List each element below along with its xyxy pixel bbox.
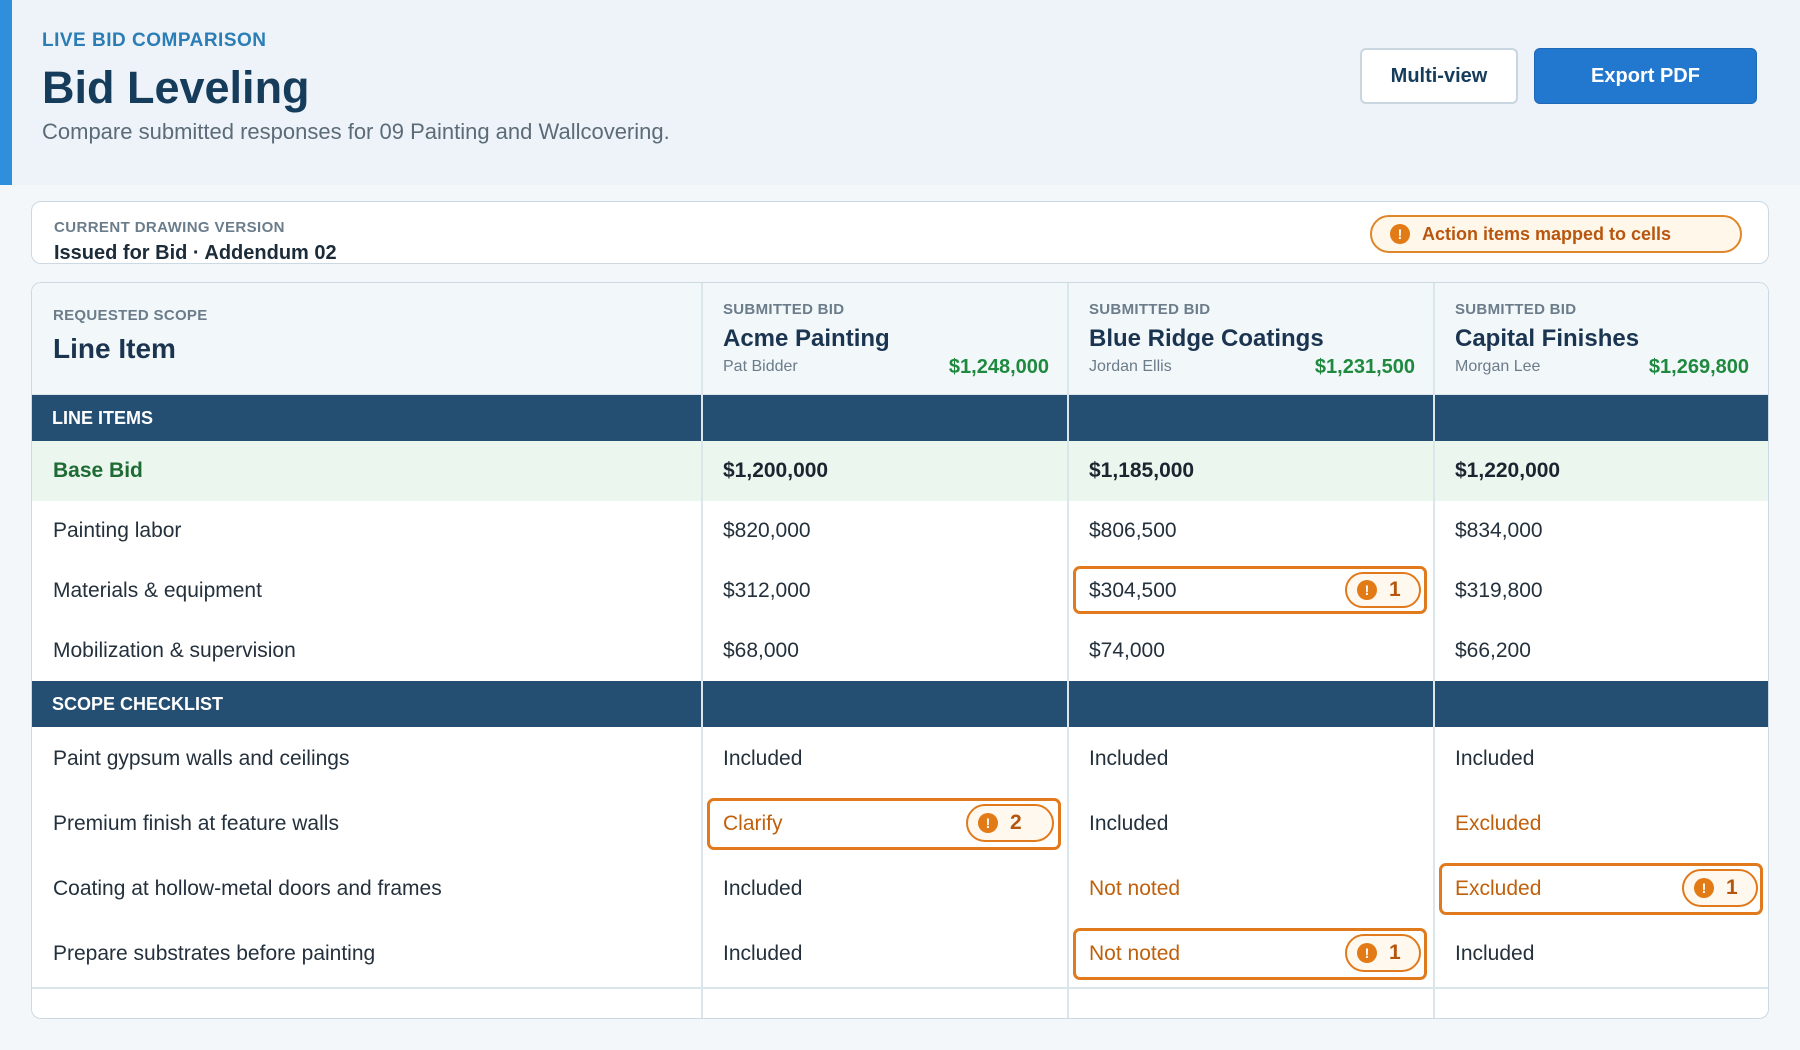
- column-divider: [1433, 283, 1435, 1018]
- cell-value: $1,220,000: [1455, 459, 1561, 482]
- export-pdf-button[interactable]: Export PDF: [1534, 48, 1757, 104]
- bidder-contact: Pat Bidder: [723, 358, 798, 375]
- cell-value: Not noted: [1089, 877, 1181, 900]
- table-row: Mobilization & supervision $68,000 $74,0…: [32, 621, 1768, 681]
- cell-value: Included: [723, 877, 803, 900]
- row-divider: [32, 987, 1768, 989]
- action-item-count-badge[interactable]: ! 1: [1345, 934, 1421, 972]
- flagged-cell[interactable]: [1073, 928, 1427, 980]
- warning-icon: !: [1357, 580, 1377, 600]
- multi-view-button[interactable]: Multi-view: [1360, 48, 1518, 104]
- cell-value: $1,200,000: [723, 459, 829, 482]
- cell-value: $304,500: [1089, 579, 1177, 602]
- cell-value: $68,000: [723, 639, 799, 662]
- row-label: Prepare substrates before painting: [53, 942, 376, 965]
- bidder-contact: Morgan Lee: [1455, 358, 1541, 375]
- row-label: Base Bid: [53, 459, 143, 482]
- warning-icon: !: [1694, 878, 1714, 898]
- action-item-count-badge[interactable]: ! 2: [966, 804, 1054, 842]
- bidder-contact: Jordan Ellis: [1089, 358, 1172, 375]
- cell-value: Not noted: [1089, 942, 1181, 965]
- row-label: Mobilization & supervision: [53, 639, 296, 662]
- action-items-label: Action items mapped to cells: [1422, 223, 1672, 244]
- warning-icon: !: [1390, 224, 1410, 244]
- cell-value: $66,200: [1455, 639, 1531, 662]
- row-label: Coating at hollow-metal doors and frames: [53, 877, 442, 900]
- cell-value: $806,500: [1089, 519, 1177, 542]
- bidder-eyebrow: SUBMITTED BID: [723, 301, 845, 318]
- page-title: Bid Leveling: [42, 62, 310, 113]
- cell-value: Excluded: [1455, 877, 1542, 900]
- cell-value: $834,000: [1455, 519, 1543, 542]
- scope-header-eyebrow: REQUESTED SCOPE: [53, 307, 208, 324]
- page-eyebrow: LIVE BID COMPARISON: [42, 30, 267, 51]
- flagged-cell[interactable]: [1439, 863, 1763, 915]
- table-row: Premium finish at feature walls Clarify …: [32, 792, 1768, 857]
- table-row: Paint gypsum walls and ceilings Included…: [32, 727, 1768, 792]
- table-row: Prepare substrates before painting Inclu…: [32, 922, 1768, 987]
- section-scope-checklist: SCOPE CHECKLIST: [32, 681, 1768, 727]
- cell-value: Clarify: [723, 812, 783, 835]
- bidder-total: $1,231,500: [1314, 356, 1415, 378]
- cell-value: $820,000: [723, 519, 811, 542]
- cell-value: Included: [1455, 942, 1535, 965]
- flagged-cell[interactable]: [707, 798, 1061, 850]
- cell-value: Included: [1089, 747, 1169, 770]
- action-item-count-badge[interactable]: ! 1: [1682, 869, 1758, 907]
- row-label: Painting labor: [53, 519, 182, 542]
- table-row: Painting labor $820,000 $806,500 $834,00…: [32, 501, 1768, 561]
- warning-icon: !: [1357, 943, 1377, 963]
- row-label: Materials & equipment: [53, 579, 262, 602]
- bidder-name: Blue Ridge Coatings: [1089, 325, 1324, 352]
- table-row-base-bid: Base Bid $1,200,000 $1,185,000 $1,220,00…: [32, 441, 1768, 501]
- table-header: REQUESTED SCOPE Line Item SUBMITTED BID …: [32, 283, 1768, 395]
- cell-value: Included: [723, 942, 803, 965]
- cell-value: $312,000: [723, 579, 811, 602]
- cell-value: $319,800: [1455, 579, 1543, 602]
- bidder-eyebrow: SUBMITTED BID: [1455, 301, 1577, 318]
- bidder-name: Acme Painting: [723, 325, 890, 352]
- drawing-version-value: Issued for Bid · Addendum 02: [54, 242, 337, 264]
- page-header: LIVE BID COMPARISON Bid Leveling Compare…: [0, 0, 1800, 185]
- drawing-version-card: CURRENT DRAWING VERSION Issued for Bid ·…: [31, 201, 1769, 264]
- action-items-badge[interactable]: ! Action items mapped to cells: [1370, 215, 1742, 253]
- bidder-total: $1,269,800: [1648, 356, 1749, 378]
- cell-value: Excluded: [1455, 812, 1542, 835]
- bid-leveling-table: REQUESTED SCOPE Line Item SUBMITTED BID …: [31, 282, 1769, 1019]
- action-item-count-badge[interactable]: ! 1: [1345, 572, 1421, 608]
- cell-value: $74,000: [1089, 639, 1165, 662]
- row-label: Premium finish at feature walls: [53, 812, 339, 835]
- table-row: Coating at hollow-metal doors and frames…: [32, 857, 1768, 922]
- bidder-total: $1,248,000: [948, 356, 1049, 378]
- section-line-items: LINE ITEMS: [32, 395, 1768, 441]
- drawing-version-label: CURRENT DRAWING VERSION: [54, 219, 285, 236]
- row-label: Paint gypsum walls and ceilings: [53, 747, 350, 770]
- header-accent-bar: [0, 0, 12, 185]
- cell-value: Included: [723, 747, 803, 770]
- action-item-count: 1: [1389, 578, 1401, 601]
- action-item-count: 1: [1726, 876, 1738, 899]
- column-divider: [701, 283, 703, 1018]
- warning-icon: !: [978, 813, 998, 833]
- page-subtitle: Compare submitted responses for 09 Paint…: [42, 119, 670, 144]
- table-row: Materials & equipment $312,000 $304,500 …: [32, 561, 1768, 621]
- bidder-name: Capital Finishes: [1455, 325, 1640, 352]
- bidder-eyebrow: SUBMITTED BID: [1089, 301, 1211, 318]
- column-divider: [1067, 283, 1069, 1018]
- cell-value: Included: [1089, 812, 1169, 835]
- scope-header-title: Line Item: [53, 333, 176, 364]
- action-item-count: 2: [1010, 811, 1022, 834]
- flagged-cell[interactable]: [1073, 566, 1427, 614]
- cell-value: $1,185,000: [1089, 459, 1195, 482]
- action-item-count: 1: [1389, 941, 1401, 964]
- cell-value: Included: [1455, 747, 1535, 770]
